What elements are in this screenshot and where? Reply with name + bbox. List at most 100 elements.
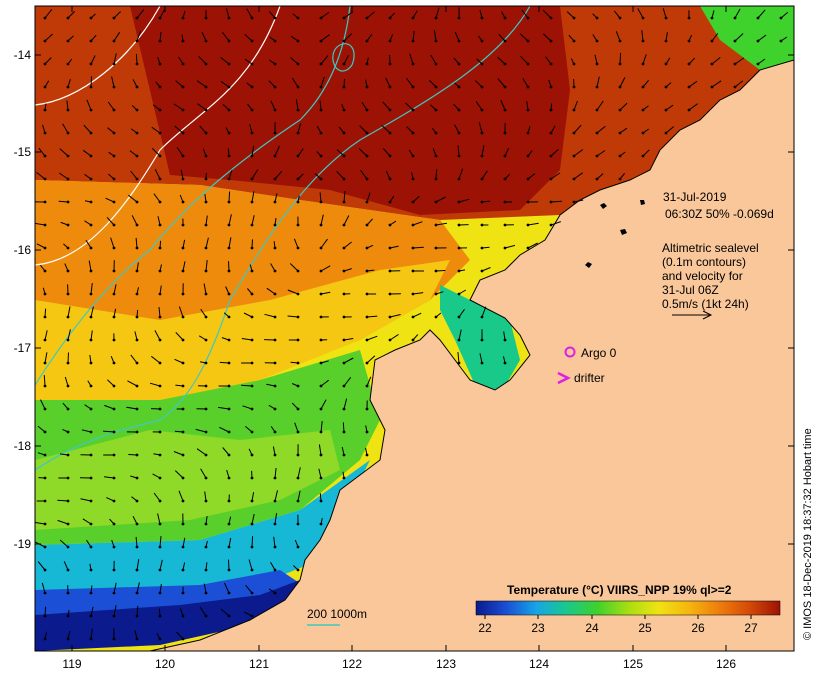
velocity-arrow-head — [549, 39, 553, 43]
lon-label: 125 — [623, 657, 643, 671]
velocity-arrow-head — [181, 154, 185, 158]
velocity-arrow-head — [273, 269, 277, 273]
velocity-arrow-head — [204, 200, 208, 204]
velocity-arrow — [366, 355, 376, 364]
velocity-arrow — [336, 149, 345, 157]
velocity-arrow-head — [779, 16, 783, 20]
velocity-arrow-head — [296, 85, 300, 89]
velocity-arrow-head — [388, 85, 392, 89]
velocity-arrow — [688, 80, 698, 88]
velocity-arrow-head — [319, 223, 323, 227]
velocity-arrow — [274, 170, 283, 180]
velocity-arrow-head — [158, 154, 162, 158]
velocity-arrow-head — [204, 614, 208, 618]
velocity-arrow-head — [526, 16, 530, 20]
velocity-arrow — [596, 100, 604, 111]
velocity-arrow-head — [503, 39, 507, 43]
velocity-arrow-head — [112, 591, 116, 595]
velocity-arrow-head — [227, 407, 231, 411]
velocity-arrow — [199, 606, 207, 617]
velocity-arrow — [409, 53, 414, 65]
velocity-arrow — [504, 147, 510, 157]
velocity-arrow-head — [296, 62, 300, 66]
velocity-arrow-head — [296, 407, 300, 411]
velocity-arrow-head — [135, 361, 139, 365]
lat-label: -16 — [14, 243, 32, 257]
velocity-arrow-head — [411, 223, 415, 227]
velocity-arrow-head — [618, 108, 622, 112]
plot-frame — [34, 5, 795, 652]
velocity-arrow-head — [365, 407, 369, 411]
velocity-arrow — [130, 170, 138, 180]
velocity-arrow — [82, 518, 92, 525]
velocity-arrow-head — [296, 545, 300, 549]
velocity-arrow-head — [89, 545, 93, 549]
velocity-arrow-head — [112, 476, 116, 480]
velocity-arrow — [433, 30, 437, 42]
velocity-arrow — [218, 406, 230, 410]
velocity-arrow — [389, 314, 401, 318]
velocity-arrow-head — [204, 338, 208, 342]
velocity-arrow — [195, 428, 207, 433]
velocity-arrow-head — [181, 499, 185, 503]
velocity-arrow — [343, 215, 350, 226]
velocity-arrow — [479, 353, 483, 364]
velocity-arrow-head — [66, 499, 70, 503]
velocity-arrow-head — [365, 85, 369, 89]
velocity-arrow — [385, 77, 391, 88]
velocity-arrow-head — [388, 315, 392, 319]
velocity-arrow — [134, 331, 138, 341]
velocity-arrow-head — [135, 499, 139, 503]
velocity-arrow-head — [595, 131, 599, 135]
velocity-arrow — [642, 149, 650, 157]
velocity-arrow — [381, 125, 391, 134]
velocity-arrow — [228, 214, 232, 226]
velocity-arrow-head — [112, 85, 116, 89]
velocity-arrow — [757, 9, 766, 19]
velocity-arrow-head — [135, 246, 139, 250]
velocity-arrow-head — [595, 108, 599, 112]
velocity-arrow-head — [480, 177, 484, 181]
velocity-arrow — [343, 190, 346, 203]
velocity-arrow-head — [388, 131, 392, 135]
velocity-arrow-head — [227, 246, 231, 250]
velocity-arrow-head — [158, 614, 162, 618]
velocity-arrow — [197, 103, 207, 111]
velocity-arrow-head — [572, 108, 576, 112]
velocity-arrow-head — [457, 269, 461, 273]
velocity-arrow-head — [227, 338, 231, 342]
velocity-arrow — [342, 422, 345, 433]
sealevel-line-1: Altimetric sealevel — [662, 241, 759, 255]
velocity-arrow-head — [43, 545, 47, 549]
velocity-arrow — [111, 76, 115, 88]
velocity-arrow-head — [66, 407, 70, 411]
velocity-arrow-head — [227, 292, 231, 296]
velocity-arrow — [481, 306, 487, 318]
velocity-arrow-head — [66, 246, 70, 250]
velocity-arrow-head — [273, 16, 277, 20]
velocity-arrow-head — [250, 338, 254, 342]
velocity-arrow-head — [296, 246, 300, 250]
velocity-arrow-head — [664, 16, 668, 20]
velocity-arrow-head — [296, 223, 300, 227]
velocity-arrow — [113, 11, 121, 19]
velocity-arrow-head — [204, 177, 208, 181]
velocity-arrow-head — [319, 16, 323, 20]
velocity-arrow-head — [319, 246, 323, 250]
velocity-arrow — [251, 536, 254, 548]
velocity-arrow — [615, 31, 621, 42]
velocity-arrow-head — [296, 315, 300, 319]
velocity-arrow — [596, 150, 606, 157]
velocity-arrow-head — [273, 200, 277, 204]
velocity-arrow-head — [135, 522, 139, 526]
velocity-arrow — [132, 79, 138, 88]
velocity-arrow-head — [158, 476, 162, 480]
velocity-arrow-head — [319, 522, 323, 526]
velocity-arrow — [405, 102, 414, 111]
velocity-arrow-head — [135, 476, 139, 480]
velocity-arrow-head — [43, 568, 47, 572]
velocity-arrow-head — [365, 108, 369, 112]
velocity-arrow-head — [158, 39, 162, 43]
velocity-arrow-head — [112, 292, 116, 296]
latitude-axis: -14 -15 -16 -17 -18 -19 — [14, 48, 794, 551]
